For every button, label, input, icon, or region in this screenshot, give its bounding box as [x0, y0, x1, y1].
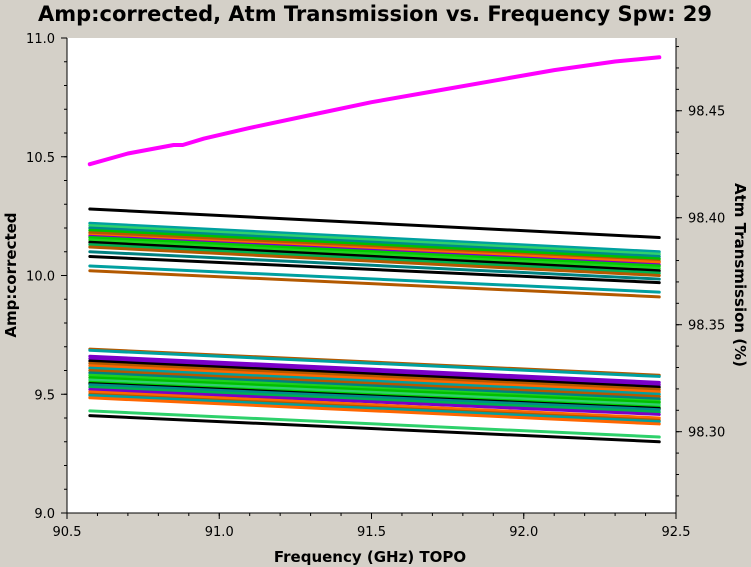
axes-layer: 90.5 91.0 91.5 92.0 92.5 9.0 9.5 10.0 10.5 11.0 98… — [26, 32, 725, 540]
amp-series-line-39 — [88, 396, 661, 426]
series-layer — [87, 55, 662, 444]
x-tick-label: 91.5 — [357, 525, 386, 540]
amp-series-line-3 — [88, 224, 661, 256]
amp-series-line-22 — [88, 359, 661, 389]
amp-series-line-24 — [88, 364, 661, 394]
y-tick-label: 10.5 — [26, 151, 55, 166]
x-tick-label: 92.0 — [509, 525, 538, 540]
amp-series-line-25 — [88, 366, 661, 396]
amp-series-line-12 — [88, 243, 661, 275]
amp-series-line-16 — [88, 264, 661, 294]
x-tick-label: 90.5 — [53, 525, 82, 540]
y2-tick-label: 98.40 — [688, 212, 725, 227]
amp-series-line-5 — [88, 228, 661, 261]
x-axis-label: Frequency (GHz) TOPO — [274, 548, 466, 566]
y-tick-label: 11.0 — [26, 32, 55, 47]
amp-series-line-26 — [88, 369, 661, 399]
y2-tick-label: 98.35 — [688, 319, 725, 334]
y2-axis-label: Atm Transmission (%) — [731, 183, 749, 367]
amp-series-line-36 — [88, 390, 661, 420]
x-tick-label: 91.0 — [205, 525, 234, 540]
amp-series-line-35 — [88, 388, 661, 416]
amp-series-line-41 — [88, 414, 661, 444]
amp-series-line-15 — [88, 255, 661, 285]
y-tick-label: 10.0 — [26, 270, 55, 285]
amp-series-line-19 — [88, 348, 661, 378]
y-tick-label: 9.5 — [34, 388, 55, 403]
amp-series-line-27 — [88, 371, 661, 401]
amp-series-line-30 — [88, 378, 661, 407]
amp-series-line-40 — [88, 409, 661, 439]
amp-series-line-10 — [88, 238, 661, 270]
amp-series-line-17 — [88, 269, 661, 299]
amp-series-line-38 — [88, 393, 661, 424]
amp-series-line-34 — [88, 385, 661, 414]
amp-series-line-33 — [88, 383, 661, 412]
amp-series-line-2 — [88, 221, 661, 254]
y2-tick-label: 98.30 — [688, 426, 725, 441]
amp-series-line-29 — [88, 376, 661, 405]
amp-series-line-21 — [88, 357, 661, 387]
amp-series-line-1 — [88, 207, 661, 239]
amp-series-line-11 — [88, 240, 661, 273]
amp-series-line-20 — [88, 354, 661, 384]
x-tick-label: 92.5 — [662, 525, 691, 540]
chart-title: Amp:corrected, Atm Transmission vs. Freq… — [38, 2, 712, 26]
y2-tick-label: 98.45 — [688, 105, 725, 120]
amp-series-line-13 — [88, 245, 661, 277]
amp-series-line-4 — [88, 226, 661, 258]
y-tick-label: 9.0 — [34, 507, 55, 522]
amp-series-line-23 — [88, 361, 661, 391]
amp-series-line-14 — [88, 250, 661, 281]
y-axis-label: Amp:corrected — [2, 212, 20, 337]
amp-series-line-9 — [88, 236, 661, 268]
atm-transmission-line — [87, 55, 662, 167]
